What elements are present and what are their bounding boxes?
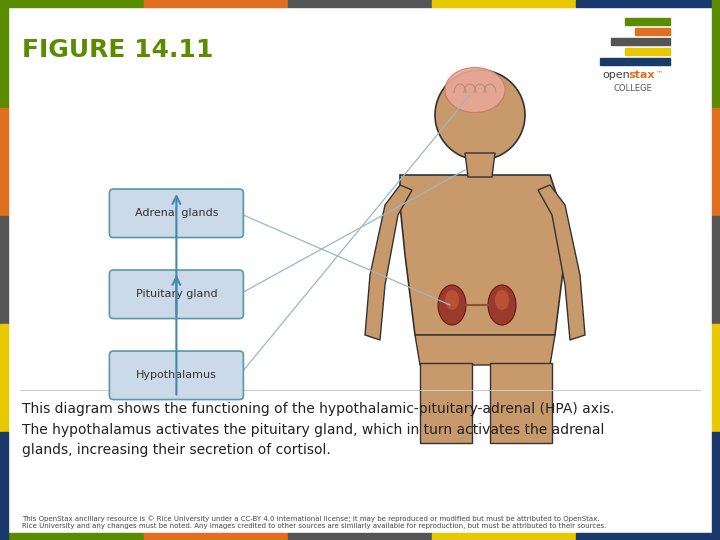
Bar <box>0 0 8 108</box>
Ellipse shape <box>488 285 516 325</box>
Bar <box>0 216 8 324</box>
Text: Hypothalamus: Hypothalamus <box>136 370 217 380</box>
Ellipse shape <box>445 68 505 112</box>
Polygon shape <box>420 363 472 443</box>
Text: FIGURE 14.11: FIGURE 14.11 <box>22 38 213 62</box>
Text: ™: ™ <box>656 70 663 76</box>
Bar <box>600 58 670 65</box>
Polygon shape <box>365 185 412 340</box>
Ellipse shape <box>495 290 509 310</box>
Text: This diagram shows the functioning of the hypothalamic-pituitary-adrenal (HPA) a: This diagram shows the functioning of th… <box>22 402 614 457</box>
Bar <box>625 48 670 55</box>
Ellipse shape <box>445 290 459 310</box>
Text: stax: stax <box>628 70 654 80</box>
Bar <box>712 324 720 432</box>
Bar <box>576 533 720 540</box>
Polygon shape <box>538 185 585 340</box>
Bar <box>432 533 576 540</box>
Bar <box>635 28 670 35</box>
Bar <box>0 108 8 216</box>
Text: COLLEGE: COLLEGE <box>614 84 653 93</box>
Text: This OpenStax ancillary resource is © Rice University under a CC-BY 4.0 Internat: This OpenStax ancillary resource is © Ri… <box>22 515 606 529</box>
Bar <box>625 18 670 25</box>
Bar <box>0 0 144 7</box>
Bar <box>712 216 720 324</box>
Bar <box>0 432 8 540</box>
Bar <box>288 533 432 540</box>
Ellipse shape <box>438 285 466 325</box>
Bar <box>576 0 720 7</box>
Bar <box>712 0 720 108</box>
Polygon shape <box>415 335 555 365</box>
FancyBboxPatch shape <box>109 189 243 238</box>
Polygon shape <box>465 153 495 177</box>
Bar <box>432 0 576 7</box>
Bar <box>0 324 8 432</box>
Text: open: open <box>602 70 630 80</box>
Bar <box>611 38 670 45</box>
Bar <box>712 432 720 540</box>
Bar <box>712 108 720 216</box>
Text: Pituitary gland: Pituitary gland <box>135 289 217 299</box>
Bar <box>288 0 432 7</box>
Polygon shape <box>400 175 565 335</box>
Bar <box>0 533 144 540</box>
Text: Adrenal glands: Adrenal glands <box>135 208 218 218</box>
Polygon shape <box>490 363 552 443</box>
Bar <box>144 533 288 540</box>
FancyBboxPatch shape <box>109 270 243 319</box>
Circle shape <box>435 70 525 160</box>
FancyBboxPatch shape <box>109 351 243 400</box>
Bar <box>144 0 288 7</box>
